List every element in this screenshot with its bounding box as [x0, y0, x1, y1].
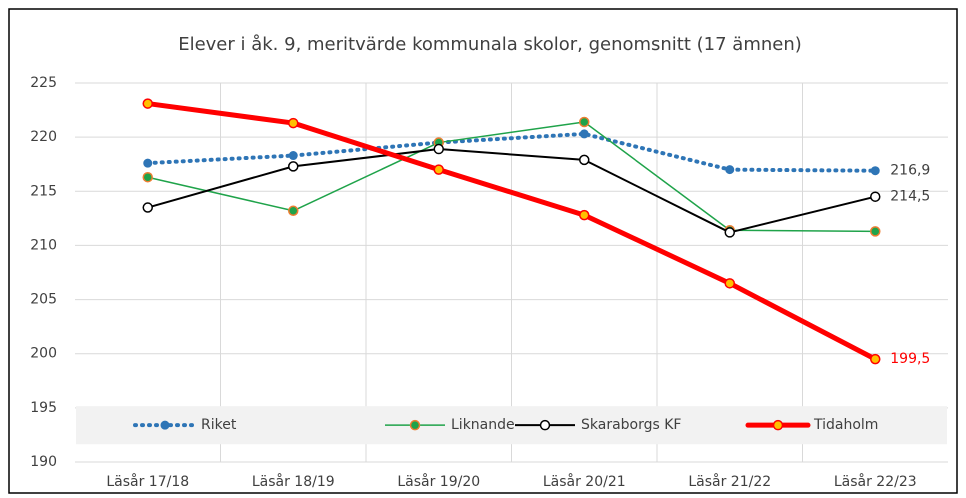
chart-title: Elever i åk. 9, meritvärde kommunala sko… — [178, 34, 802, 55]
data-point — [579, 154, 590, 166]
x-tick-label: Läsår 22/23 — [834, 473, 917, 490]
y-tick-label: 220 — [30, 129, 57, 145]
data-point — [870, 166, 880, 176]
legend-marker — [160, 420, 170, 430]
legend-marker — [409, 419, 421, 431]
x-tick-label: Läsår 19/20 — [397, 473, 480, 490]
data-point — [288, 161, 299, 172]
data-point — [579, 129, 589, 139]
data-point — [870, 191, 881, 202]
series-line — [145, 131, 878, 173]
data-point — [725, 165, 735, 175]
y-tick-label: 200 — [30, 346, 57, 362]
data-point — [579, 209, 590, 221]
data-label: 199,5 — [890, 351, 930, 367]
data-label: 216,9 — [890, 163, 930, 179]
y-tick-label: 215 — [30, 183, 57, 199]
data-point — [288, 151, 298, 161]
x-tick-label: Läsår 18/19 — [252, 473, 335, 490]
x-tick-label: Läsår 20/21 — [543, 473, 626, 490]
data-point — [433, 164, 444, 175]
data-point — [143, 158, 153, 168]
data-point — [724, 227, 735, 238]
series-line — [147, 121, 876, 233]
legend-label: Tidaholm — [813, 417, 878, 433]
y-tick-label: 210 — [30, 237, 57, 253]
data-point — [142, 171, 153, 183]
data-point — [142, 98, 153, 109]
y-tick-label: 225 — [30, 75, 57, 91]
y-tick-label: 205 — [30, 292, 57, 308]
x-tick-label: Läsår 17/18 — [106, 473, 189, 490]
data-point — [142, 202, 153, 213]
data-point — [433, 143, 444, 155]
series-line — [145, 101, 878, 362]
legend-label: Riket — [201, 417, 237, 433]
data-point — [870, 353, 881, 365]
legend-label: Skaraborgs KF — [581, 417, 682, 433]
y-tick-label: 190 — [30, 454, 57, 470]
data-point — [870, 226, 881, 237]
legend-marker — [772, 419, 784, 431]
data-label: 214,5 — [890, 189, 930, 205]
data-point — [288, 117, 299, 129]
data-point — [724, 278, 735, 289]
x-tick-label: Läsår 21/22 — [688, 473, 771, 490]
series-line — [147, 148, 876, 234]
y-tick-label: 195 — [30, 400, 57, 416]
data-point — [579, 116, 590, 128]
legend-marker — [539, 419, 551, 431]
data-point — [288, 205, 299, 217]
legend-label: Liknande — [451, 417, 515, 433]
